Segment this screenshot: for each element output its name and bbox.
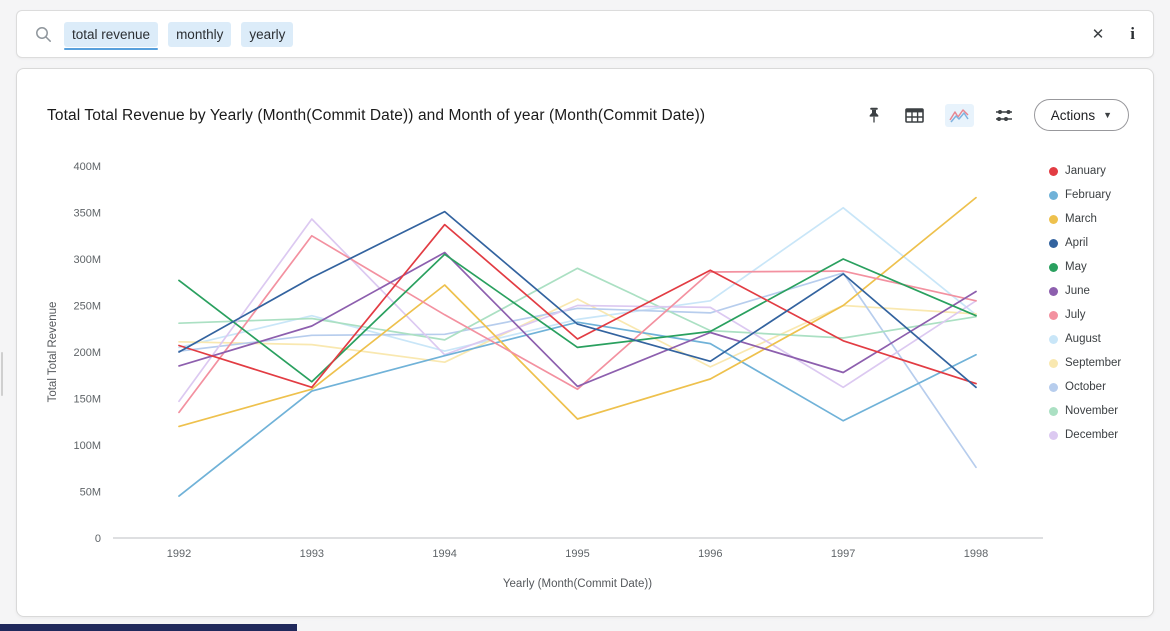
y-axis-title: Total Total Revenue [47,302,59,403]
legend-label: June [1065,285,1090,297]
series-line-november[interactable] [178,267,977,341]
answer-card: 0 50M 100M 150M 200M 250M 300M 350M 400M 1992 1993… [16,68,1154,617]
clear-search-icon[interactable]: ✕ [1091,26,1105,43]
legend-label: January [1065,165,1106,177]
y-axis-tick: 0 [95,533,101,545]
search-tokens: total revenue monthly yearly [64,21,1092,50]
caret-down-icon: ▼ [1103,110,1112,120]
series-line-august[interactable] [178,206,977,352]
bottom-bar [0,624,297,631]
series-line-january[interactable] [178,223,977,389]
x-axis-title: Yearly (Month(Commit Date)) [503,578,652,590]
x-axis-tick: 1993 [300,548,324,560]
series-line-may[interactable] [178,253,977,383]
legend-item-june[interactable]: June [1049,279,1121,303]
chart-view-icon[interactable] [944,103,974,127]
y-axis-tick: 150M [73,394,101,406]
series-line-october[interactable] [178,272,977,469]
legend-dot [1049,190,1058,200]
legend-dot [1049,334,1058,344]
legend-item-august[interactable]: August [1049,327,1121,351]
x-axis-tick: 1997 [831,548,855,560]
legend-dot [1049,358,1058,368]
legend-item-march[interactable]: March [1049,207,1121,231]
legend-label: October [1065,381,1106,393]
legend-dot [1049,382,1058,392]
search-bar[interactable]: total revenue monthly yearly ✕ i [16,10,1154,58]
legend-item-january[interactable]: January [1049,159,1121,183]
x-axis-tick: 1992 [167,548,191,560]
chart-legend: January February March April May June July Augu… [1049,159,1121,447]
legend-dot [1049,262,1058,272]
legend-item-october[interactable]: October [1049,375,1121,399]
y-axis-tick: 100M [73,440,101,452]
configure-icon[interactable] [993,106,1015,125]
legend-dot [1049,238,1058,248]
y-axis-tick: 400M [73,161,101,173]
search-token-total-revenue[interactable]: total revenue [64,21,159,50]
legend-label: September [1065,357,1122,369]
pin-icon[interactable] [864,105,884,126]
chart-svg: 0 50M 100M 150M 200M 250M 300M 350M 400M 1992 1993… [47,161,1043,590]
actions-button[interactable]: Actions ▼ [1033,99,1129,131]
actions-button-label: Actions [1050,107,1096,123]
search-token-monthly[interactable]: monthly [168,21,232,47]
legend-item-november[interactable]: November [1049,399,1121,423]
legend-label: July [1065,309,1086,321]
series-line-june[interactable] [178,251,977,388]
chart-toolbar: Actions ▼ [864,99,1129,131]
series-line-july[interactable] [178,234,977,414]
table-view-icon[interactable] [903,106,926,125]
series-line-december[interactable] [178,218,977,403]
legend-dot [1049,286,1058,296]
x-axis-tick: 1995 [565,548,589,560]
y-axis-tick: 350M [73,208,101,220]
series-line-april[interactable] [178,210,977,389]
legend-label: April [1065,237,1089,249]
legend-dot [1049,430,1058,440]
legend-dot [1049,166,1058,176]
info-icon[interactable]: i [1130,24,1135,43]
line-chart: 0 50M 100M 150M 200M 250M 300M 350M 400M 1992 1993… [17,69,1153,616]
y-axis-tick: 250M [73,301,101,313]
legend-item-july[interactable]: July [1049,303,1121,327]
panel-handle[interactable] [1,352,3,396]
legend-item-april[interactable]: April [1049,231,1121,255]
legend-item-february[interactable]: February [1049,183,1121,207]
chart-title: Total Total Revenue by Yearly (Month(Com… [47,107,706,124]
legend-item-may[interactable]: May [1049,255,1121,279]
x-axis-tick: 1998 [964,548,988,560]
legend-label: February [1065,189,1112,201]
legend-dot [1049,214,1058,224]
series-line-march[interactable] [178,196,977,428]
y-axis-tick: 50M [80,487,101,499]
series-line-september[interactable] [178,298,977,368]
x-axis-tick: 1996 [698,548,722,560]
legend-label: March [1065,213,1097,225]
legend-label: May [1065,261,1087,273]
legend-dot [1049,406,1058,416]
y-axis-tick: 200M [73,347,101,359]
series-line-february[interactable] [178,321,977,497]
legend-label: November [1065,405,1119,417]
search-token-yearly[interactable]: yearly [241,21,294,47]
legend-dot [1049,310,1058,320]
legend-label: August [1065,333,1101,345]
x-axis-tick: 1994 [432,548,456,560]
legend-item-december[interactable]: December [1049,423,1121,447]
legend-label: December [1065,429,1119,441]
y-axis-tick: 300M [73,254,101,266]
search-icon [35,26,52,43]
legend-item-september[interactable]: September [1049,351,1121,375]
